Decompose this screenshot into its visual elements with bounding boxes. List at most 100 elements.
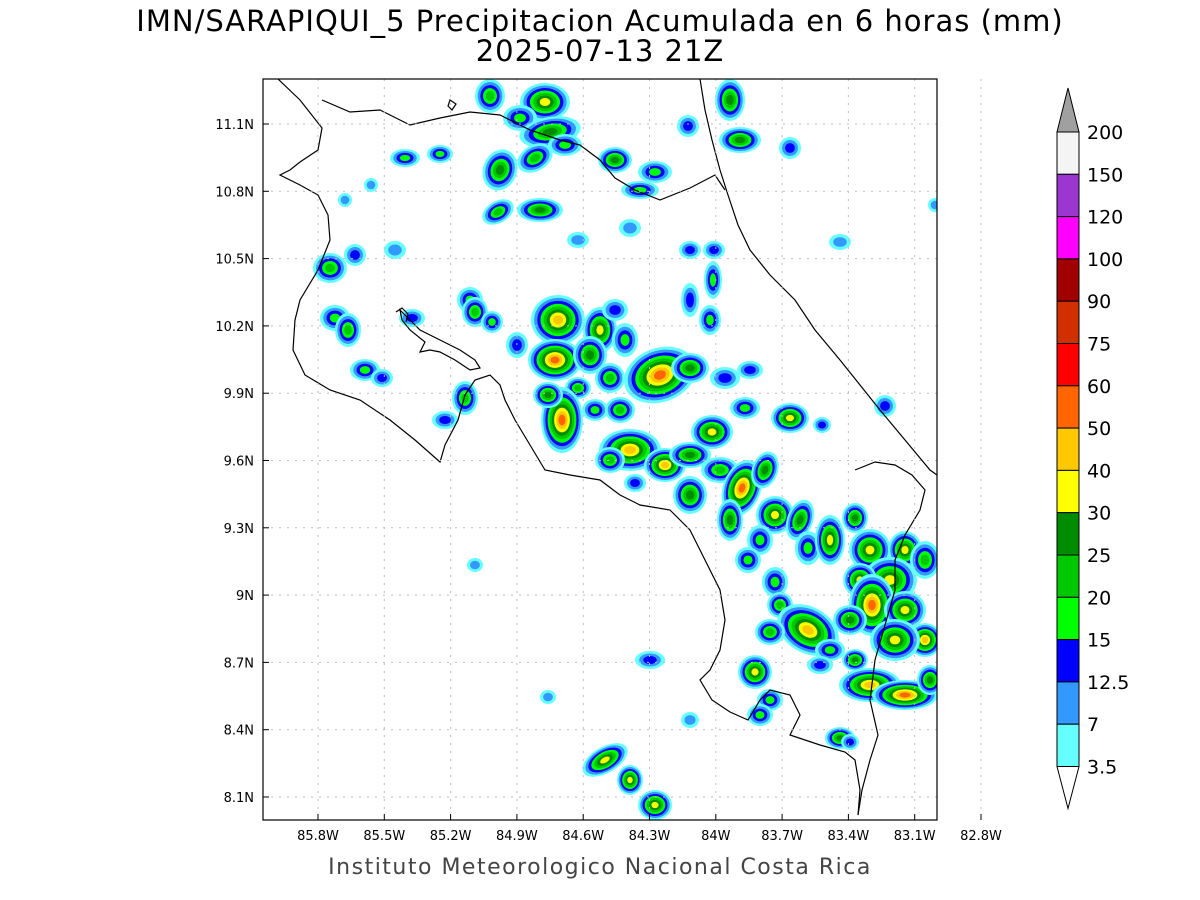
colorbar-label: 7 xyxy=(1087,714,1099,736)
precip-contour xyxy=(785,143,795,153)
precip-contour xyxy=(864,681,876,689)
precip-cell xyxy=(928,198,937,212)
precip-cell xyxy=(710,367,740,389)
precip-contour xyxy=(558,414,566,426)
precip-contour xyxy=(399,154,411,162)
colorbar-bottom-arrow xyxy=(1056,766,1080,811)
precip-contour xyxy=(630,479,640,487)
precip-contour xyxy=(685,490,695,500)
precip-cell xyxy=(602,299,628,321)
precip-contour xyxy=(771,511,779,519)
nicaragua-border xyxy=(321,99,726,201)
precip-contour xyxy=(609,305,621,315)
precip-contour xyxy=(495,165,505,175)
precip-cell xyxy=(807,656,833,674)
precip-contour xyxy=(930,200,937,210)
precip-cell xyxy=(874,395,896,417)
latitude-axis: 11.1N 10.8N 10.5N 10.2N 9.9N 9.6N 9.3N 9N 8.7N 8.… xyxy=(215,118,269,806)
precip-contour xyxy=(765,696,775,704)
precip-cell xyxy=(756,496,794,534)
precip-contour xyxy=(755,711,765,719)
lat-tick-label: 9N xyxy=(236,589,254,604)
precip-contour xyxy=(921,636,929,644)
precip-cell xyxy=(506,332,528,358)
colorbar-swatch xyxy=(1056,427,1080,471)
precip-contour xyxy=(686,292,694,308)
precip-cell xyxy=(517,198,563,222)
precip-contour xyxy=(826,534,834,546)
precip-contour xyxy=(765,628,775,636)
footer-credit: Instituto Meteorologico Nacional Costa R… xyxy=(328,855,872,880)
precip-contour xyxy=(889,635,901,645)
colorbar-label: 12.5 xyxy=(1087,672,1129,694)
precip-contour xyxy=(543,692,553,702)
precip-contour xyxy=(435,150,445,158)
precip-cell xyxy=(467,558,483,572)
precip-contour xyxy=(709,246,719,254)
precip-contour xyxy=(610,156,620,164)
precip-cell xyxy=(704,261,722,299)
lon-tick-label: 84W xyxy=(701,829,731,844)
colorbar-swatch xyxy=(1056,385,1080,429)
colorbar-swatch xyxy=(1056,173,1080,218)
precip-contour xyxy=(899,692,911,698)
colorbar-label: 40 xyxy=(1087,460,1111,482)
lat-tick-label: 9.3N xyxy=(224,522,254,537)
colorbar-label: 25 xyxy=(1087,545,1111,567)
precip-contour xyxy=(761,465,769,475)
precip-contour xyxy=(685,364,695,372)
precip-contour xyxy=(470,560,480,570)
precip-cell xyxy=(482,199,514,225)
precip-contour xyxy=(439,416,451,424)
lat-tick-label: 8.7N xyxy=(224,656,254,671)
colorbar-swatch xyxy=(1056,512,1080,556)
precip-contour xyxy=(406,314,418,322)
precip-cell xyxy=(679,241,701,259)
precip-cell xyxy=(863,557,917,603)
precip-contour xyxy=(615,406,625,414)
precip-cell xyxy=(517,143,553,173)
precip-contour xyxy=(654,370,666,380)
lon-tick-label: 83.4W xyxy=(827,829,869,844)
precip-contour xyxy=(786,414,794,422)
colorbar-swatch xyxy=(1056,554,1080,598)
lat-tick-label: 11.1N xyxy=(215,118,254,133)
lon-tick-label: 84.9W xyxy=(496,829,538,844)
precip-contour xyxy=(559,141,571,149)
precip-contour xyxy=(726,94,734,106)
precip-cell xyxy=(531,295,585,345)
precip-cell xyxy=(598,147,632,173)
precip-cell xyxy=(621,181,659,199)
precip-contour xyxy=(718,373,732,383)
precip-contour xyxy=(325,263,335,273)
precip-contour xyxy=(493,208,503,216)
nicoya-gulf xyxy=(399,308,481,371)
precip-cell xyxy=(829,234,851,250)
lon-tick-label: 83.1W xyxy=(894,829,936,844)
precip-cell xyxy=(755,619,785,645)
precip-contour xyxy=(755,534,765,546)
precip-cell xyxy=(747,525,773,555)
precip-contour xyxy=(485,91,495,101)
precip-contour xyxy=(590,406,600,414)
precip-contour xyxy=(901,546,909,554)
precip-contour xyxy=(868,599,876,611)
precip-cell xyxy=(785,499,815,541)
pacific-coastline xyxy=(277,79,861,816)
colorbar: 200 150 120 100 90 75 60 50 40 30 25 20 15 12.5 7 3.5 xyxy=(1056,87,1129,811)
precip-contour xyxy=(802,625,814,635)
precip-contour xyxy=(359,366,371,374)
precip-contour xyxy=(605,456,615,464)
precip-contour xyxy=(744,366,756,374)
colorbar-label: 90 xyxy=(1087,291,1111,313)
precip-cell xyxy=(432,411,458,429)
precip-cell xyxy=(839,668,901,702)
precip-cell xyxy=(567,232,589,248)
precip-contour xyxy=(814,661,826,669)
lon-tick-label: 84.3W xyxy=(629,829,671,844)
colorbar-swatch xyxy=(1056,343,1080,387)
precip-cell xyxy=(747,704,773,726)
precip-cell xyxy=(540,690,556,704)
precip-contour xyxy=(512,339,522,351)
precip-contour xyxy=(514,113,526,123)
